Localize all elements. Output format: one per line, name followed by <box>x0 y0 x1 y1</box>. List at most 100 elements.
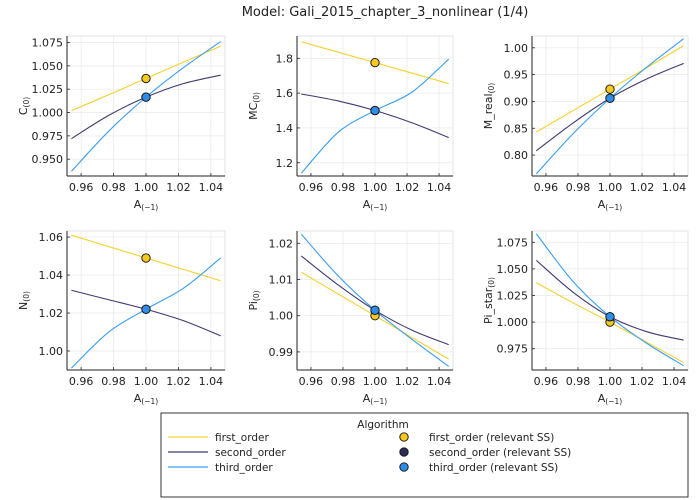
ss-marker-third-order <box>141 304 151 314</box>
x-tick-label: 1.00 <box>134 181 159 194</box>
y-tick-label: 1.01 <box>269 274 294 287</box>
x-tick-label: 1.02 <box>630 181 655 194</box>
x-tick-label: 0.98 <box>566 375 591 388</box>
y-tick-label: 1.000 <box>32 107 64 120</box>
ss-marker-first-order <box>605 84 615 94</box>
y-axis-label-base: Pi_star <box>482 287 495 324</box>
x-axis-label: A(−1) <box>134 198 159 212</box>
y-axis-label-base: Pi <box>247 301 260 310</box>
x-axis-label-base: A <box>134 198 142 211</box>
x-tick-label: 0.98 <box>101 181 126 194</box>
x-tick-label: 1.02 <box>166 375 191 388</box>
y-tick-label: 1.02 <box>39 307 64 320</box>
legend-label: third_order <box>215 462 273 474</box>
legend-marker-second-order <box>399 447 409 457</box>
legend-marker-third-order <box>399 462 409 472</box>
y-axis-label-base: M_real <box>482 93 495 129</box>
subplot-n: 0.96 0.98 1.00 1.02 1.04 1.00 1.02 1.04 1.06 A(−1… <box>17 230 226 406</box>
ss-marker-third-order <box>141 92 151 102</box>
y-axis-label-subscript: (0) <box>252 290 261 301</box>
x-tick-label: 1.00 <box>363 375 388 388</box>
x-axis-label-base: A <box>598 392 606 405</box>
x-axis-label-base: A <box>134 392 142 405</box>
ss-marker-first-order <box>370 57 380 68</box>
legend-title: Algorithm <box>357 419 408 431</box>
x-tick-label: 1.02 <box>166 181 191 194</box>
x-tick-label: 1.02 <box>395 375 420 388</box>
y-tick-label: 1.02 <box>269 237 294 250</box>
legend-label: first_order <box>215 432 269 444</box>
x-axis-label-subscript: (−1) <box>605 203 622 212</box>
y-tick-label: 1.025 <box>32 83 64 96</box>
legend-marker-first-order <box>399 432 409 442</box>
y-tick-label: 1.075 <box>497 236 529 249</box>
legend: Algorithm first_order second_order third_or… <box>160 412 689 498</box>
x-axis-label-subscript: (−1) <box>370 397 387 406</box>
y-axis-label: M_real(0) <box>482 83 496 130</box>
x-tick-label: 1.04 <box>427 181 452 194</box>
x-tick-label: 1.00 <box>363 181 388 194</box>
x-tick-label: 1.02 <box>630 375 655 388</box>
x-axis-label-base: A <box>363 392 371 405</box>
x-tick-label: 0.98 <box>331 375 356 388</box>
x-axis-label-subscript: (−1) <box>141 203 158 212</box>
x-axis-label-subscript: (−1) <box>605 397 622 406</box>
y-tick-label: 1.8 <box>276 52 294 65</box>
y-axis-label-subscript: (0) <box>252 92 261 103</box>
x-axis-label-subscript: (−1) <box>370 203 387 212</box>
y-tick-label: 0.99 <box>269 346 294 359</box>
x-tick-label: 0.96 <box>534 181 559 194</box>
x-axis-label-base: A <box>598 198 606 211</box>
y-tick-label: 0.975 <box>32 130 64 143</box>
y-axis-label: MC(0) <box>247 92 261 120</box>
figure-title: Model: Gali_2015_chapter_3_nonlinear (1/… <box>242 5 529 20</box>
x-axis-label: A(−1) <box>598 198 623 212</box>
y-tick-label: 1.00 <box>504 42 529 55</box>
y-tick-label: 1.00 <box>39 345 64 358</box>
y-axis-label: C(0) <box>17 97 31 115</box>
x-tick-label: 0.96 <box>299 181 324 194</box>
y-axis-label: Pi_star(0) <box>482 277 496 324</box>
y-tick-label: 0.950 <box>32 153 64 166</box>
x-tick-label: 1.04 <box>662 375 687 388</box>
x-axis-label: A(−1) <box>134 392 159 406</box>
y-tick-label: 1.6 <box>276 87 294 100</box>
x-tick-label: 0.96 <box>69 375 94 388</box>
legend-label: second_order (relevant SS) <box>429 447 571 459</box>
subplot-m-real: 0.96 0.98 1.00 1.02 1.04 0.80 0.85 0.90 0.95 1.00… <box>482 35 689 212</box>
subplot-mc: 0.96 0.98 1.00 1.02 1.041.21.41.61.8A(−1)MC(… <box>247 35 454 212</box>
y-tick-label: 0.80 <box>504 149 529 162</box>
ss-marker-third-order <box>370 105 380 116</box>
subplot-c: 0.96 0.98 1.00 1.02 1.04 0.950 0.975 1.000 1.025… <box>17 35 226 212</box>
y-tick-label: 1.000 <box>497 316 529 329</box>
legend-label: second_order <box>215 447 286 459</box>
x-axis-label: A(−1) <box>363 198 388 212</box>
x-tick-label: 0.98 <box>566 181 591 194</box>
subplot-pi: 0.96 0.98 1.00 1.02 1.04 0.99 1.00 1.01 1.02 A(−1… <box>247 230 454 406</box>
x-tick-label: 0.98 <box>101 375 126 388</box>
y-axis-label-base: MC <box>247 102 260 119</box>
x-axis-label-subscript: (−1) <box>141 397 158 406</box>
x-tick-label: 0.96 <box>299 375 324 388</box>
x-tick-label: 1.00 <box>598 181 623 194</box>
subplots: 0.96 0.98 1.00 1.02 1.04 0.950 0.975 1.000 1.025… <box>17 35 689 406</box>
x-axis-label: A(−1) <box>598 392 623 406</box>
x-tick-label: 1.04 <box>427 375 452 388</box>
y-axis-label-subscript: (0) <box>487 277 496 288</box>
x-tick-label: 0.96 <box>69 181 94 194</box>
y-tick-label: 0.90 <box>504 95 529 108</box>
y-axis-label-subscript: (0) <box>487 83 496 94</box>
x-tick-label: 0.96 <box>534 375 559 388</box>
x-tick-label: 1.04 <box>199 375 224 388</box>
ss-marker-first-order <box>141 253 151 263</box>
legend-box <box>160 412 689 498</box>
ss-marker-third-order <box>605 93 615 103</box>
y-tick-label: 1.04 <box>39 269 64 282</box>
y-axis-label-subscript: (0) <box>22 291 31 302</box>
x-tick-label: 1.02 <box>395 181 420 194</box>
y-tick-label: 1.025 <box>497 289 529 302</box>
x-tick-label: 1.00 <box>598 375 623 388</box>
y-tick-label: 1.4 <box>276 122 294 135</box>
x-axis-label: A(−1) <box>363 392 388 406</box>
